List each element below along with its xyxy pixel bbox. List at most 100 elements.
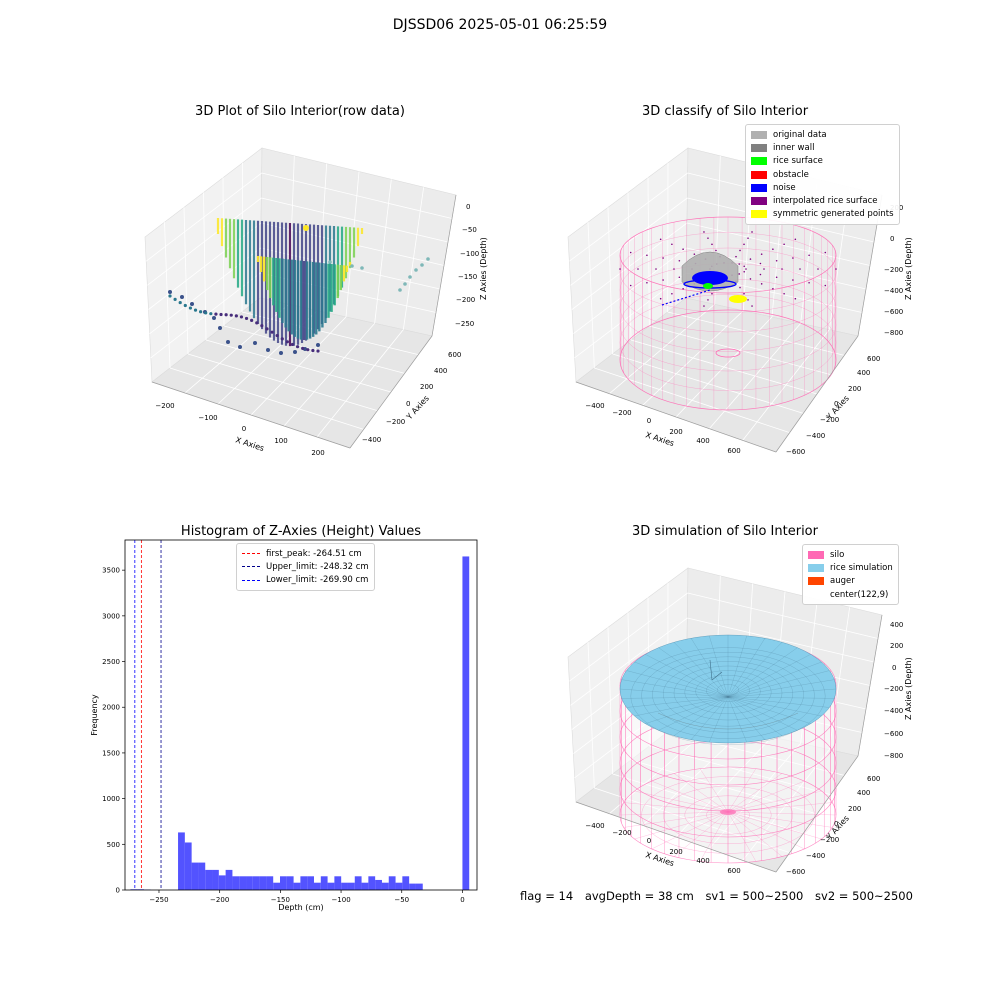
classify-xtick: 200: [669, 428, 682, 436]
sv2-readout: sv2 = 500~2500: [815, 889, 913, 903]
rice-mesh-spoke: [727, 638, 766, 698]
histogram-bar: [178, 832, 185, 890]
legend-swatch: [751, 130, 767, 139]
classify-ztick: 0: [890, 235, 894, 243]
histogram-legend: first_peak: -264.51 cm Upper_limit: -248…: [236, 543, 375, 591]
legend-swatch: [808, 577, 824, 586]
trail-point: [224, 313, 228, 317]
trail-point: [168, 294, 172, 298]
rice-mesh-spoke: [727, 696, 783, 736]
interp-point: [760, 283, 763, 285]
histogram-bar: [327, 882, 335, 890]
histogram-bar: [395, 882, 403, 890]
histogram-chart: −250 −200 −150 −100 −50 0 0 500 1000 1500 2000 250…: [90, 539, 478, 912]
trail-point: [275, 333, 279, 338]
histogram-bar: [361, 882, 369, 890]
rice-mesh-spoke: [626, 696, 729, 708]
classify-ytick: −400: [806, 432, 825, 440]
histogram-xticks: −250 −200 −150 −100 −50 0: [149, 890, 465, 904]
histogram-bar: [300, 876, 308, 890]
histogram-bar: [205, 869, 213, 890]
legend-swatch: [751, 143, 767, 152]
rice-mesh-spoke: [727, 642, 783, 698]
rice-mesh-spoke: [634, 661, 729, 698]
classify-ztick: −200: [884, 266, 903, 274]
rice-mesh-spoke: [727, 688, 837, 698]
histogram-bar: [320, 876, 328, 890]
histogram-bar: [388, 876, 396, 890]
grid-line: [241, 311, 419, 356]
histogram-yticks: 0 500 1000 1500 2000 2500 3000 3500: [102, 567, 125, 895]
histogram-bar: [286, 876, 294, 890]
legend-entry: auger: [808, 575, 893, 588]
interp-point: [693, 253, 696, 255]
trail-point: [239, 315, 244, 319]
simulation-rice-surface: [575, 614, 883, 873]
interp-point: [682, 248, 684, 250]
interp-point: [711, 292, 713, 295]
histogram-bar: [212, 869, 219, 890]
classify-xtick: 400: [696, 437, 709, 445]
classify-ytick: −600: [786, 448, 805, 456]
interp-point: [637, 268, 639, 270]
interp-point: [792, 257, 794, 259]
histogram-bar: [307, 876, 314, 890]
trail-point: [234, 314, 238, 318]
interp-point: [629, 284, 632, 287]
interp-point: [619, 268, 621, 270]
trail-point: [260, 324, 264, 328]
grid-line: [569, 172, 688, 262]
interp-point: [739, 286, 741, 289]
rice-mesh-spoke: [727, 635, 747, 698]
legend-swatch: [808, 550, 824, 559]
interp-point: [707, 237, 709, 239]
histogram-bars: [130, 556, 470, 890]
histogram-bar: [462, 556, 470, 890]
trail-point: [265, 327, 269, 331]
rice-mesh-spoke: [645, 696, 729, 724]
raw-xtick: 0: [242, 425, 246, 433]
simulation-ztick: 0: [892, 664, 896, 672]
histogram-bar: [191, 862, 199, 890]
silo-floor-spoke: [727, 768, 757, 813]
simulation-ytick: 200: [848, 805, 861, 813]
raw-xtick: −100: [198, 414, 217, 422]
classify-silo-cylinder: [619, 216, 837, 411]
silo-floor-spoke: [651, 780, 729, 813]
xtick-label: 0: [460, 896, 464, 904]
histogram-bar: [313, 882, 321, 890]
classify-ztick: −600: [884, 308, 903, 316]
legend-line: [242, 553, 260, 555]
legend-swatch: [751, 183, 767, 192]
interp-point: [745, 268, 747, 270]
raw-xtick: 100: [274, 437, 287, 445]
x-axis-line: [575, 801, 777, 873]
wall-point: [408, 275, 412, 279]
silo-floor-spoke: [673, 773, 729, 813]
interp-point: [646, 281, 648, 284]
simulation-ztick: 400: [890, 621, 903, 629]
rice-mesh-spoke: [619, 688, 729, 698]
avg-depth-readout: avgDepth = 38 cm: [584, 889, 694, 903]
raw-plot-title: 3D Plot of Silo Interior(row data): [195, 104, 405, 119]
histogram-bar: [225, 869, 233, 890]
rice-surface-spot: [703, 283, 713, 289]
rice-mesh-spoke: [727, 647, 798, 698]
histogram-bar: [334, 876, 342, 890]
wall-point: [420, 263, 424, 267]
trail-point: [199, 310, 203, 314]
rice-mesh-spoke: [727, 696, 835, 699]
trail-point: [306, 348, 310, 352]
y-axis-line: [775, 755, 859, 873]
ytick-label: 2000: [102, 704, 120, 712]
trail-point: [219, 312, 223, 317]
auger-line: [711, 671, 723, 681]
silo-floor-spoke: [651, 811, 729, 850]
interp-point: [783, 292, 785, 295]
interp-point: [738, 273, 741, 275]
interp-point: [747, 237, 749, 239]
interp-point: [772, 288, 774, 290]
silo-floor-spoke: [727, 811, 833, 828]
silo-floor-spoke: [634, 811, 729, 840]
xtick-label: −50: [394, 896, 409, 904]
